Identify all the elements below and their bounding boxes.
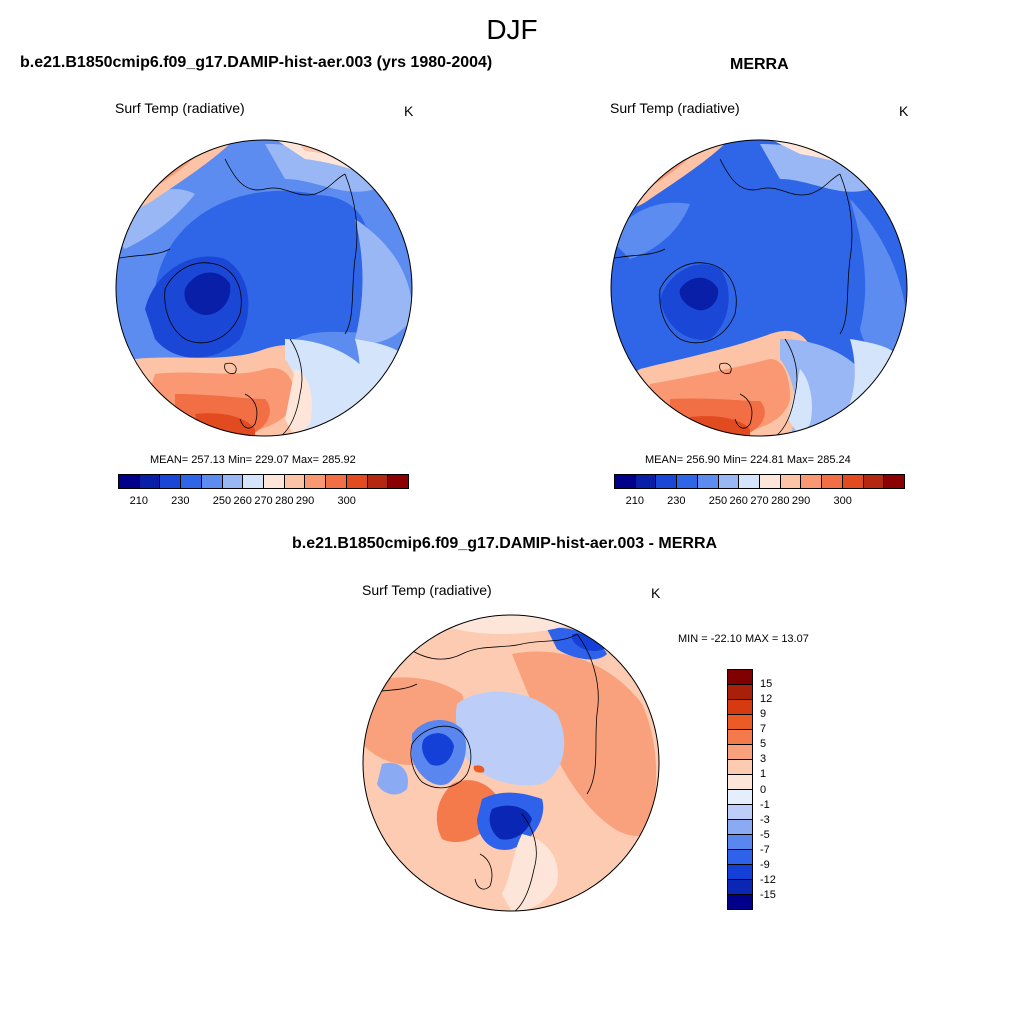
diff-colorbar-cell — [728, 670, 752, 685]
diff-stats: MIN = -22.10 MAX = 13.07 — [678, 633, 809, 645]
left-colorbar — [118, 474, 409, 489]
right-colorbar-tick-label: 270 — [750, 495, 769, 507]
diff-colorbar-tick-label: 3 — [760, 753, 767, 766]
right-polar-map — [610, 139, 908, 437]
diff-colorbar-cell — [728, 820, 752, 835]
diff-colorbar-cell — [728, 850, 752, 865]
diff-units-label: K — [651, 585, 661, 601]
diff-colorbar-cell — [728, 685, 752, 700]
left-colorbar-cell — [139, 475, 161, 488]
diff-colorbar-tick-label: -5 — [760, 828, 770, 841]
left-variable-label: Surf Temp (radiative) — [115, 100, 245, 116]
left-colorbar-cell — [305, 475, 327, 488]
right-panel-title: MERRA — [730, 56, 789, 73]
left-colorbar-tick-label: 280 — [275, 495, 294, 507]
diff-colorbar-ticks: 15 12 9 7 5 3 1 0 -1 -3 -5 -7 -9 -12 -15 — [760, 669, 800, 910]
diff-colorbar-tick-label: -3 — [760, 813, 770, 826]
right-colorbar-cell — [863, 475, 885, 488]
right-colorbar-cell — [760, 475, 781, 488]
diff-colorbar-cell — [728, 805, 752, 820]
diff-colorbar-cell — [728, 700, 752, 715]
diff-colorbar-cell — [728, 865, 752, 880]
right-colorbar-cell — [656, 475, 678, 488]
diff-colorbar-tick-label: 1 — [760, 768, 767, 781]
diff-colorbar-tick-label: 15 — [760, 678, 773, 691]
right-colorbar-tick-label: 290 — [791, 495, 811, 507]
diff-colorbar-tick-label: 12 — [760, 693, 773, 706]
diff-colorbar-cell — [728, 775, 752, 790]
right-colorbar-tick-label: 210 — [625, 495, 644, 507]
diff-colorbar — [727, 669, 753, 910]
left-polar-map — [115, 139, 413, 437]
left-colorbar-cell — [243, 475, 265, 488]
left-colorbar-cell — [264, 475, 285, 488]
right-colorbar-cell — [801, 475, 823, 488]
season-title: DJF — [486, 14, 538, 45]
diff-colorbar-cell — [728, 760, 752, 775]
right-colorbar-cell — [718, 475, 740, 488]
left-colorbar-cell — [222, 475, 244, 488]
right-colorbar-cell — [635, 475, 657, 488]
left-colorbar-tick-label: 300 — [337, 495, 356, 507]
diff-colorbar-tick-label: 5 — [760, 738, 767, 751]
right-colorbar-tick-label: 250 — [708, 495, 728, 507]
right-colorbar-tick-label: 300 — [833, 495, 852, 507]
diff-panel-title: b.e21.B1850cmip6.f09_g17.DAMIP-hist-aer.… — [292, 535, 718, 552]
diff-colorbar-cell — [728, 880, 752, 895]
right-colorbar-ticks: 210 230 250 260 270 280 290 300 — [614, 495, 905, 509]
left-colorbar-cell — [181, 475, 202, 488]
diff-colorbar-cell — [728, 715, 752, 730]
diff-colorbar-tick-label: -1 — [760, 798, 770, 811]
diff-colorbar-tick-label: -7 — [760, 843, 770, 856]
left-colorbar-cell — [326, 475, 347, 488]
right-colorbar-cell — [697, 475, 719, 488]
left-colorbar-tick-label: 290 — [295, 495, 315, 507]
diff-colorbar-cell — [728, 895, 752, 909]
diff-colorbar-tick-label: 0 — [760, 783, 767, 796]
left-colorbar-cell — [367, 475, 389, 488]
left-stats: MEAN= 257.13 Min= 229.07 Max= 285.92 — [150, 454, 356, 466]
left-colorbar-tick-label: 270 — [254, 495, 273, 507]
diff-polar-map — [362, 614, 660, 912]
left-colorbar-tick-label: 230 — [171, 495, 190, 507]
right-colorbar-cell — [822, 475, 843, 488]
right-colorbar-cell — [842, 475, 864, 488]
right-colorbar-cell — [884, 475, 905, 488]
right-units-label: K — [899, 103, 909, 119]
right-colorbar — [614, 474, 905, 489]
left-colorbar-tick-label: 250 — [212, 495, 232, 507]
left-colorbar-cell — [388, 475, 409, 488]
right-variable-label: Surf Temp (radiative) — [610, 100, 740, 116]
diff-colorbar-tick-label: -12 — [760, 873, 776, 886]
left-units-label: K — [404, 103, 414, 119]
diff-colorbar-tick-label: -15 — [760, 888, 776, 901]
right-colorbar-cell — [739, 475, 761, 488]
right-colorbar-tick-label: 280 — [771, 495, 790, 507]
diff-colorbar-tick-label: 7 — [760, 723, 767, 736]
right-stats: MEAN= 256.90 Min= 224.81 Max= 285.24 — [645, 454, 851, 466]
diff-colorbar-cell — [728, 790, 752, 805]
left-colorbar-cell — [160, 475, 182, 488]
left-colorbar-cell — [346, 475, 368, 488]
diff-colorbar-tick-label: 9 — [760, 708, 767, 721]
right-colorbar-tick-label: 230 — [667, 495, 686, 507]
diff-colorbar-cell — [728, 745, 752, 760]
left-colorbar-cell — [201, 475, 223, 488]
diff-colorbar-tick-label: -9 — [760, 858, 770, 871]
diff-colorbar-cell — [728, 730, 752, 745]
left-colorbar-tick-label: 210 — [129, 495, 148, 507]
left-colorbar-cell — [119, 475, 140, 488]
left-colorbar-ticks: 210 230 250 260 270 280 290 300 — [118, 495, 409, 509]
right-colorbar-cell — [615, 475, 636, 488]
diff-colorbar-cell — [728, 835, 752, 850]
right-colorbar-cell — [780, 475, 802, 488]
right-colorbar-cell — [677, 475, 698, 488]
left-colorbar-tick-label: 260 — [233, 495, 252, 507]
right-colorbar-tick-label: 260 — [729, 495, 748, 507]
left-colorbar-cell — [284, 475, 306, 488]
left-panel-title: b.e21.B1850cmip6.f09_g17.DAMIP-hist-aer.… — [20, 54, 493, 71]
diff-variable-label: Surf Temp (radiative) — [362, 582, 492, 598]
